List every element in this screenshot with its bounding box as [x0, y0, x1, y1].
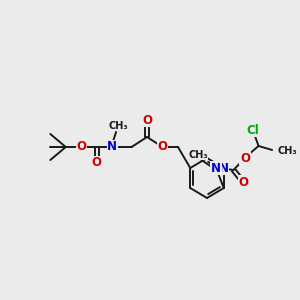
Text: Cl: Cl [246, 124, 259, 136]
Text: N: N [107, 140, 117, 154]
Text: O: O [92, 157, 102, 169]
Text: CH₃: CH₃ [108, 121, 128, 131]
Text: O: O [238, 176, 248, 188]
Text: CH₃: CH₃ [189, 150, 208, 160]
Text: O: O [158, 140, 167, 154]
Text: N: N [219, 161, 229, 175]
Text: O: O [76, 140, 86, 154]
Text: CH₃: CH₃ [278, 146, 298, 156]
Text: N: N [211, 161, 221, 175]
Text: O: O [240, 152, 250, 164]
Text: O: O [142, 113, 152, 127]
